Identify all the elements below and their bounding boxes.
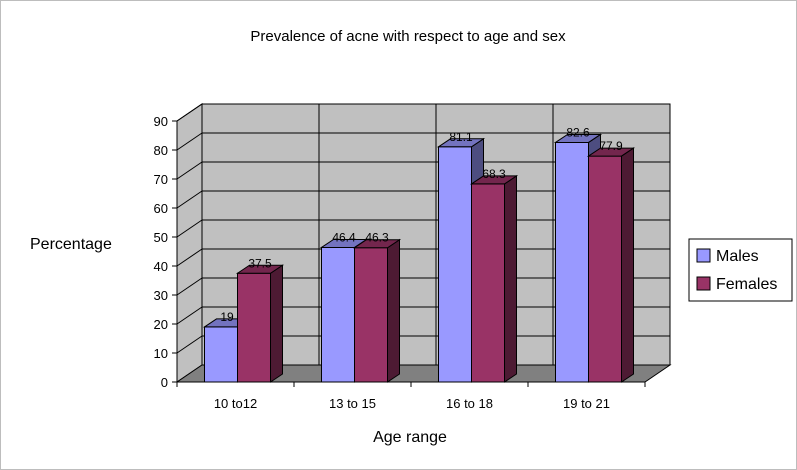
gridline — [176, 103, 203, 122]
bar-front — [204, 326, 238, 383]
y-tick-label: 20 — [154, 317, 168, 332]
y-tick-label: 70 — [154, 172, 168, 187]
y-axis-label: Percentage — [30, 236, 112, 253]
bar-front — [555, 141, 589, 383]
plot-area: 0 10 20 30 40 50 60 70 80 90 10 to12 13 to 15 16 to … — [154, 103, 672, 411]
x-axis-label: Age range — [373, 429, 447, 446]
legend: Males Females — [688, 238, 793, 302]
y-tick-label: 60 — [154, 201, 168, 216]
bar-females-2 — [352, 238, 402, 383]
gridline — [176, 306, 203, 325]
gridline — [176, 277, 203, 296]
y-tick-label: 80 — [154, 143, 168, 158]
y-tick-label: 10 — [154, 346, 168, 361]
bar-top — [235, 264, 285, 274]
bar-side — [504, 174, 517, 383]
gridline — [176, 219, 203, 238]
gridline — [176, 190, 203, 209]
bar-front — [354, 247, 388, 383]
bar-females-3 — [469, 174, 519, 383]
bar-front — [237, 272, 271, 383]
legend-swatch — [696, 248, 711, 263]
y-tick-label: 90 — [154, 114, 168, 129]
gridline — [176, 248, 203, 267]
side-wall — [176, 103, 203, 383]
bar-front — [321, 246, 355, 383]
bar-females-4 — [586, 147, 636, 383]
y-tick-label: 50 — [154, 230, 168, 245]
bar-front — [438, 146, 472, 383]
legend-label: Males — [716, 248, 759, 265]
x-tick-label: 13 to 15 — [329, 396, 376, 411]
legend-swatch — [696, 276, 711, 291]
x-tick-label: 16 to 18 — [446, 396, 493, 411]
chart-title: Prevalence of acne with respect to age a… — [250, 28, 566, 45]
data-label: 77.9 — [599, 139, 623, 153]
y-tick-label: 40 — [154, 259, 168, 274]
bar-top — [469, 175, 519, 185]
bar-side — [621, 147, 634, 383]
x-tick-label: 19 to 21 — [563, 396, 610, 411]
data-label: 37.5 — [248, 256, 272, 270]
gridline — [176, 132, 203, 151]
bar-top — [436, 138, 486, 148]
bar-side — [270, 264, 283, 383]
bar-top — [586, 147, 636, 157]
data-label: 81.1 — [449, 130, 473, 144]
gridline — [176, 161, 203, 180]
data-label: 46.3 — [365, 231, 389, 245]
bar-side — [387, 238, 400, 383]
bar-top — [553, 133, 603, 143]
data-label: 68.3 — [482, 167, 506, 181]
data-label: 82.6 — [566, 125, 590, 139]
gridline — [176, 335, 203, 354]
y-tick-label: 30 — [154, 288, 168, 303]
bar-front — [471, 183, 505, 383]
bar-females-1 — [235, 264, 285, 383]
data-label: 19 — [220, 310, 234, 324]
bar-top — [352, 239, 402, 249]
data-label: 46.4 — [332, 230, 356, 244]
bar-front — [588, 155, 622, 383]
x-tick-label: 10 to12 — [214, 396, 257, 411]
legend-label: Females — [716, 276, 777, 293]
y-tick-label: 0 — [161, 375, 168, 390]
